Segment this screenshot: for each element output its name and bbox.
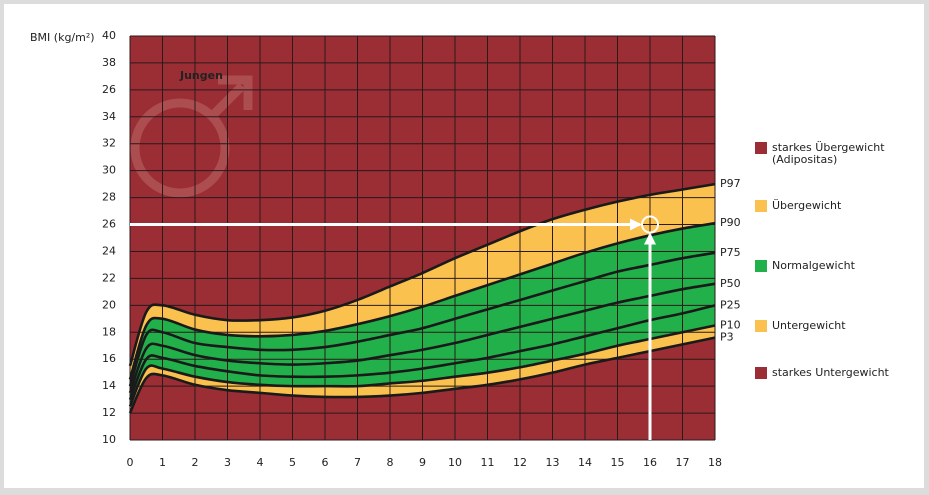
band bbox=[130, 325, 715, 414]
legend-label: Untergewicht bbox=[772, 319, 846, 332]
x-tick-label: 0 bbox=[127, 456, 134, 469]
x-tick-label: 14 bbox=[578, 456, 592, 469]
band bbox=[130, 283, 715, 400]
x-tick-label: 12 bbox=[513, 456, 527, 469]
legend-swatch bbox=[755, 320, 767, 332]
y-tick-label: 30 bbox=[102, 164, 116, 177]
series-label: P97 bbox=[720, 177, 741, 190]
y-tick-label: 32 bbox=[102, 137, 116, 150]
percentile-line bbox=[128, 221, 716, 380]
arrowhead bbox=[644, 232, 656, 245]
x-tick-label: 5 bbox=[289, 456, 296, 469]
band bbox=[130, 305, 715, 407]
series-label: P90 bbox=[720, 216, 741, 229]
percentile-line bbox=[128, 304, 716, 401]
y-tick-label: 26 bbox=[102, 83, 116, 96]
x-tick-label: 9 bbox=[419, 456, 426, 469]
legend-swatch bbox=[755, 260, 767, 272]
x-tick-label: 11 bbox=[481, 456, 495, 469]
band bbox=[130, 223, 715, 387]
arrowhead bbox=[630, 218, 642, 231]
legend-swatch bbox=[755, 142, 767, 154]
x-tick-label: 18 bbox=[708, 456, 722, 469]
x-tick-label: 17 bbox=[676, 456, 690, 469]
band bbox=[130, 252, 715, 393]
legend-swatch bbox=[755, 367, 767, 379]
percentile-line bbox=[128, 324, 716, 407]
x-tick-label: 7 bbox=[354, 456, 361, 469]
y-tick-label: 38 bbox=[102, 56, 116, 69]
legend-label: Übergewicht bbox=[772, 199, 842, 212]
x-tick-label: 10 bbox=[448, 456, 462, 469]
x-tick-label: 8 bbox=[387, 456, 394, 469]
x-tick-label: 13 bbox=[546, 456, 560, 469]
y-tick-label: 20 bbox=[102, 298, 116, 311]
x-tick-label: 4 bbox=[257, 456, 264, 469]
percentile-line bbox=[128, 182, 716, 367]
y-tick-label: 14 bbox=[102, 379, 116, 392]
x-tick-label: 6 bbox=[322, 456, 329, 469]
series-label: P10 bbox=[720, 319, 741, 332]
legend-label: Normalgewicht bbox=[772, 259, 856, 272]
x-tick-label: 16 bbox=[643, 456, 657, 469]
y-tick-label: 16 bbox=[102, 352, 116, 365]
x-tick-label: 15 bbox=[611, 456, 625, 469]
y-tick-label: 10 bbox=[102, 433, 116, 446]
y-tick-label: 34 bbox=[102, 110, 116, 123]
series-label: P25 bbox=[720, 298, 741, 311]
symbol-ring bbox=[130, 98, 230, 198]
legend-swatch bbox=[755, 200, 767, 212]
percentile-line bbox=[128, 336, 716, 414]
legend-label: starkes Untergewicht bbox=[772, 366, 890, 379]
series-label: P50 bbox=[720, 277, 741, 290]
y-tick-label: 12 bbox=[102, 406, 116, 419]
percentile-line bbox=[128, 282, 716, 394]
legend-label: starkes Übergewicht bbox=[772, 141, 885, 154]
legend-label: (Adipositas) bbox=[772, 153, 837, 166]
y-axis-label: BMI (kg/m²) bbox=[30, 31, 95, 44]
y-tick-label: 24 bbox=[102, 244, 116, 257]
y-tick-label: 22 bbox=[102, 271, 116, 284]
annotation: Jungen bbox=[179, 69, 223, 82]
y-tick-label: 18 bbox=[102, 325, 116, 338]
series-label: P3 bbox=[720, 331, 734, 344]
x-tick-label: 3 bbox=[224, 456, 231, 469]
percentile-line bbox=[128, 251, 716, 387]
x-tick-label: 2 bbox=[192, 456, 199, 469]
x-tick-label: 1 bbox=[159, 456, 166, 469]
y-tick-label: 26 bbox=[102, 218, 116, 231]
y-tick-label: 40 bbox=[102, 29, 116, 42]
y-tick-label: 28 bbox=[102, 191, 116, 204]
marker bbox=[641, 215, 659, 234]
series-label: P75 bbox=[720, 246, 741, 259]
